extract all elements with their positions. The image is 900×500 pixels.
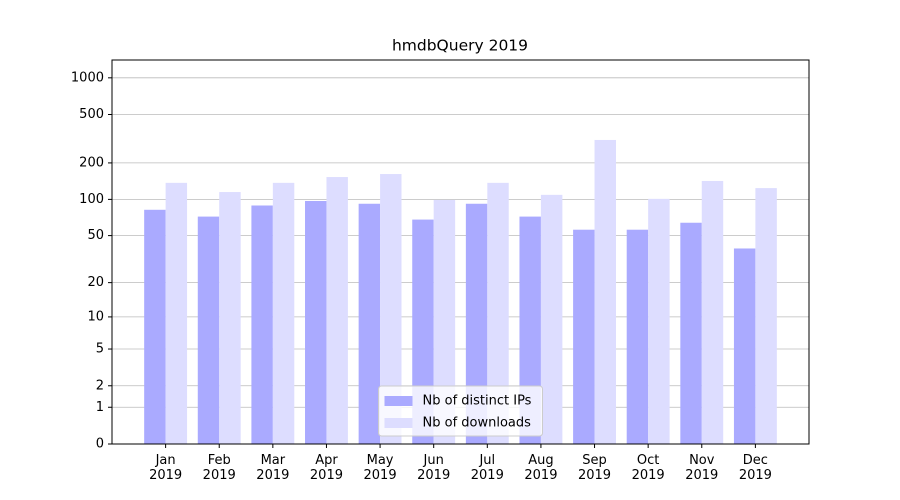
bar — [648, 198, 670, 444]
y-tick-label: 1000 — [71, 70, 104, 85]
legend-label: Nb of distinct IPs — [423, 394, 532, 409]
bar — [305, 200, 327, 444]
legend-label: Nb of downloads — [423, 416, 532, 431]
y-tick-label: 0 — [96, 437, 104, 452]
bar — [680, 222, 702, 444]
bar — [594, 139, 616, 445]
y-tick-label: 5 — [96, 342, 104, 357]
y-tick-label: 20 — [87, 275, 104, 290]
chart-title: hmdbQuery 2019 — [392, 37, 528, 55]
legend-swatch — [384, 396, 413, 406]
bar — [755, 188, 777, 444]
x-tick-label: Oct 2019 — [631, 453, 665, 483]
x-tick-label: Jan 2019 — [149, 453, 183, 483]
x-tick-label: Sep 2019 — [577, 453, 612, 483]
x-tick-label: Feb 2019 — [202, 453, 236, 483]
bar — [487, 182, 509, 444]
y-tick-label: 1 — [96, 400, 104, 415]
legend-swatch — [384, 418, 413, 428]
bar — [144, 209, 166, 444]
bar — [465, 203, 488, 444]
bar — [165, 182, 188, 444]
plot-frame — [111, 59, 810, 445]
legend-box — [378, 385, 543, 437]
bar — [251, 205, 273, 444]
bar — [197, 216, 220, 444]
bar — [433, 199, 456, 444]
y-tick-label: 100 — [79, 192, 104, 207]
x-tick-label: Dec 2019 — [738, 453, 772, 483]
bar — [358, 203, 381, 444]
bar — [626, 229, 649, 444]
bar — [573, 229, 595, 444]
y-tick-label: 200 — [79, 155, 104, 170]
x-tick-label: Mar 2019 — [256, 453, 290, 483]
y-tick-label: 2 — [96, 378, 104, 393]
bar — [272, 182, 295, 444]
y-tick-label: 50 — [87, 228, 104, 243]
bar — [380, 174, 402, 445]
bar — [219, 192, 241, 444]
x-tick-label: Aug 2019 — [524, 453, 558, 483]
x-tick-label: Jul 2019 — [470, 453, 504, 483]
x-tick-label: Apr 2019 — [309, 453, 343, 483]
bar — [326, 177, 348, 444]
y-tick-label: 10 — [87, 309, 104, 324]
x-tick-label: May 2019 — [363, 453, 397, 483]
y-tick-label: 500 — [79, 107, 104, 122]
bar — [540, 194, 563, 444]
bar — [733, 248, 756, 444]
bar — [701, 180, 724, 444]
x-tick-label: Nov 2019 — [685, 453, 719, 483]
x-tick-label: Jun 2019 — [417, 453, 451, 483]
legend: Nb of distinct IPs Nb of downloads — [378, 385, 543, 437]
